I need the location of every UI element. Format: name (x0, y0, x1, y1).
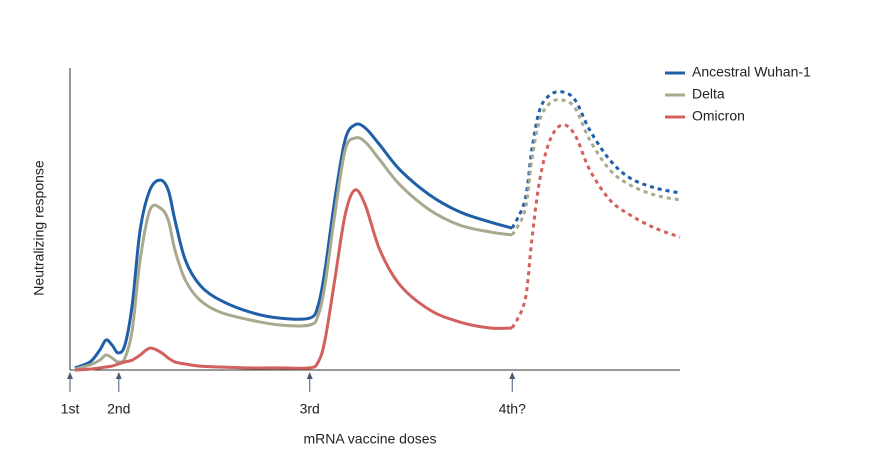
y-axis-label: Neutralizing response (31, 160, 47, 296)
series-line (74, 122, 513, 370)
dose-arrowhead (306, 372, 313, 379)
dose-label: 2nd (107, 401, 130, 417)
series-line (74, 188, 513, 372)
dose-arrowhead (115, 372, 122, 379)
legend-label: Delta (692, 86, 725, 102)
dose-label: 3rd (300, 401, 320, 417)
projected-line (510, 123, 681, 329)
dose-label: 4th? (499, 401, 526, 417)
legend-label: Omicron (692, 108, 745, 124)
dose-arrowhead (67, 372, 73, 379)
dose-arrowhead (509, 372, 516, 379)
dose-label: 1st (61, 401, 80, 417)
projected-line (510, 90, 681, 229)
projected-line (510, 98, 681, 236)
x-axis-label: mRNA vaccine doses (303, 431, 436, 447)
series-line (74, 136, 513, 371)
legend-label: Ancestral Wuhan-1 (692, 64, 811, 80)
